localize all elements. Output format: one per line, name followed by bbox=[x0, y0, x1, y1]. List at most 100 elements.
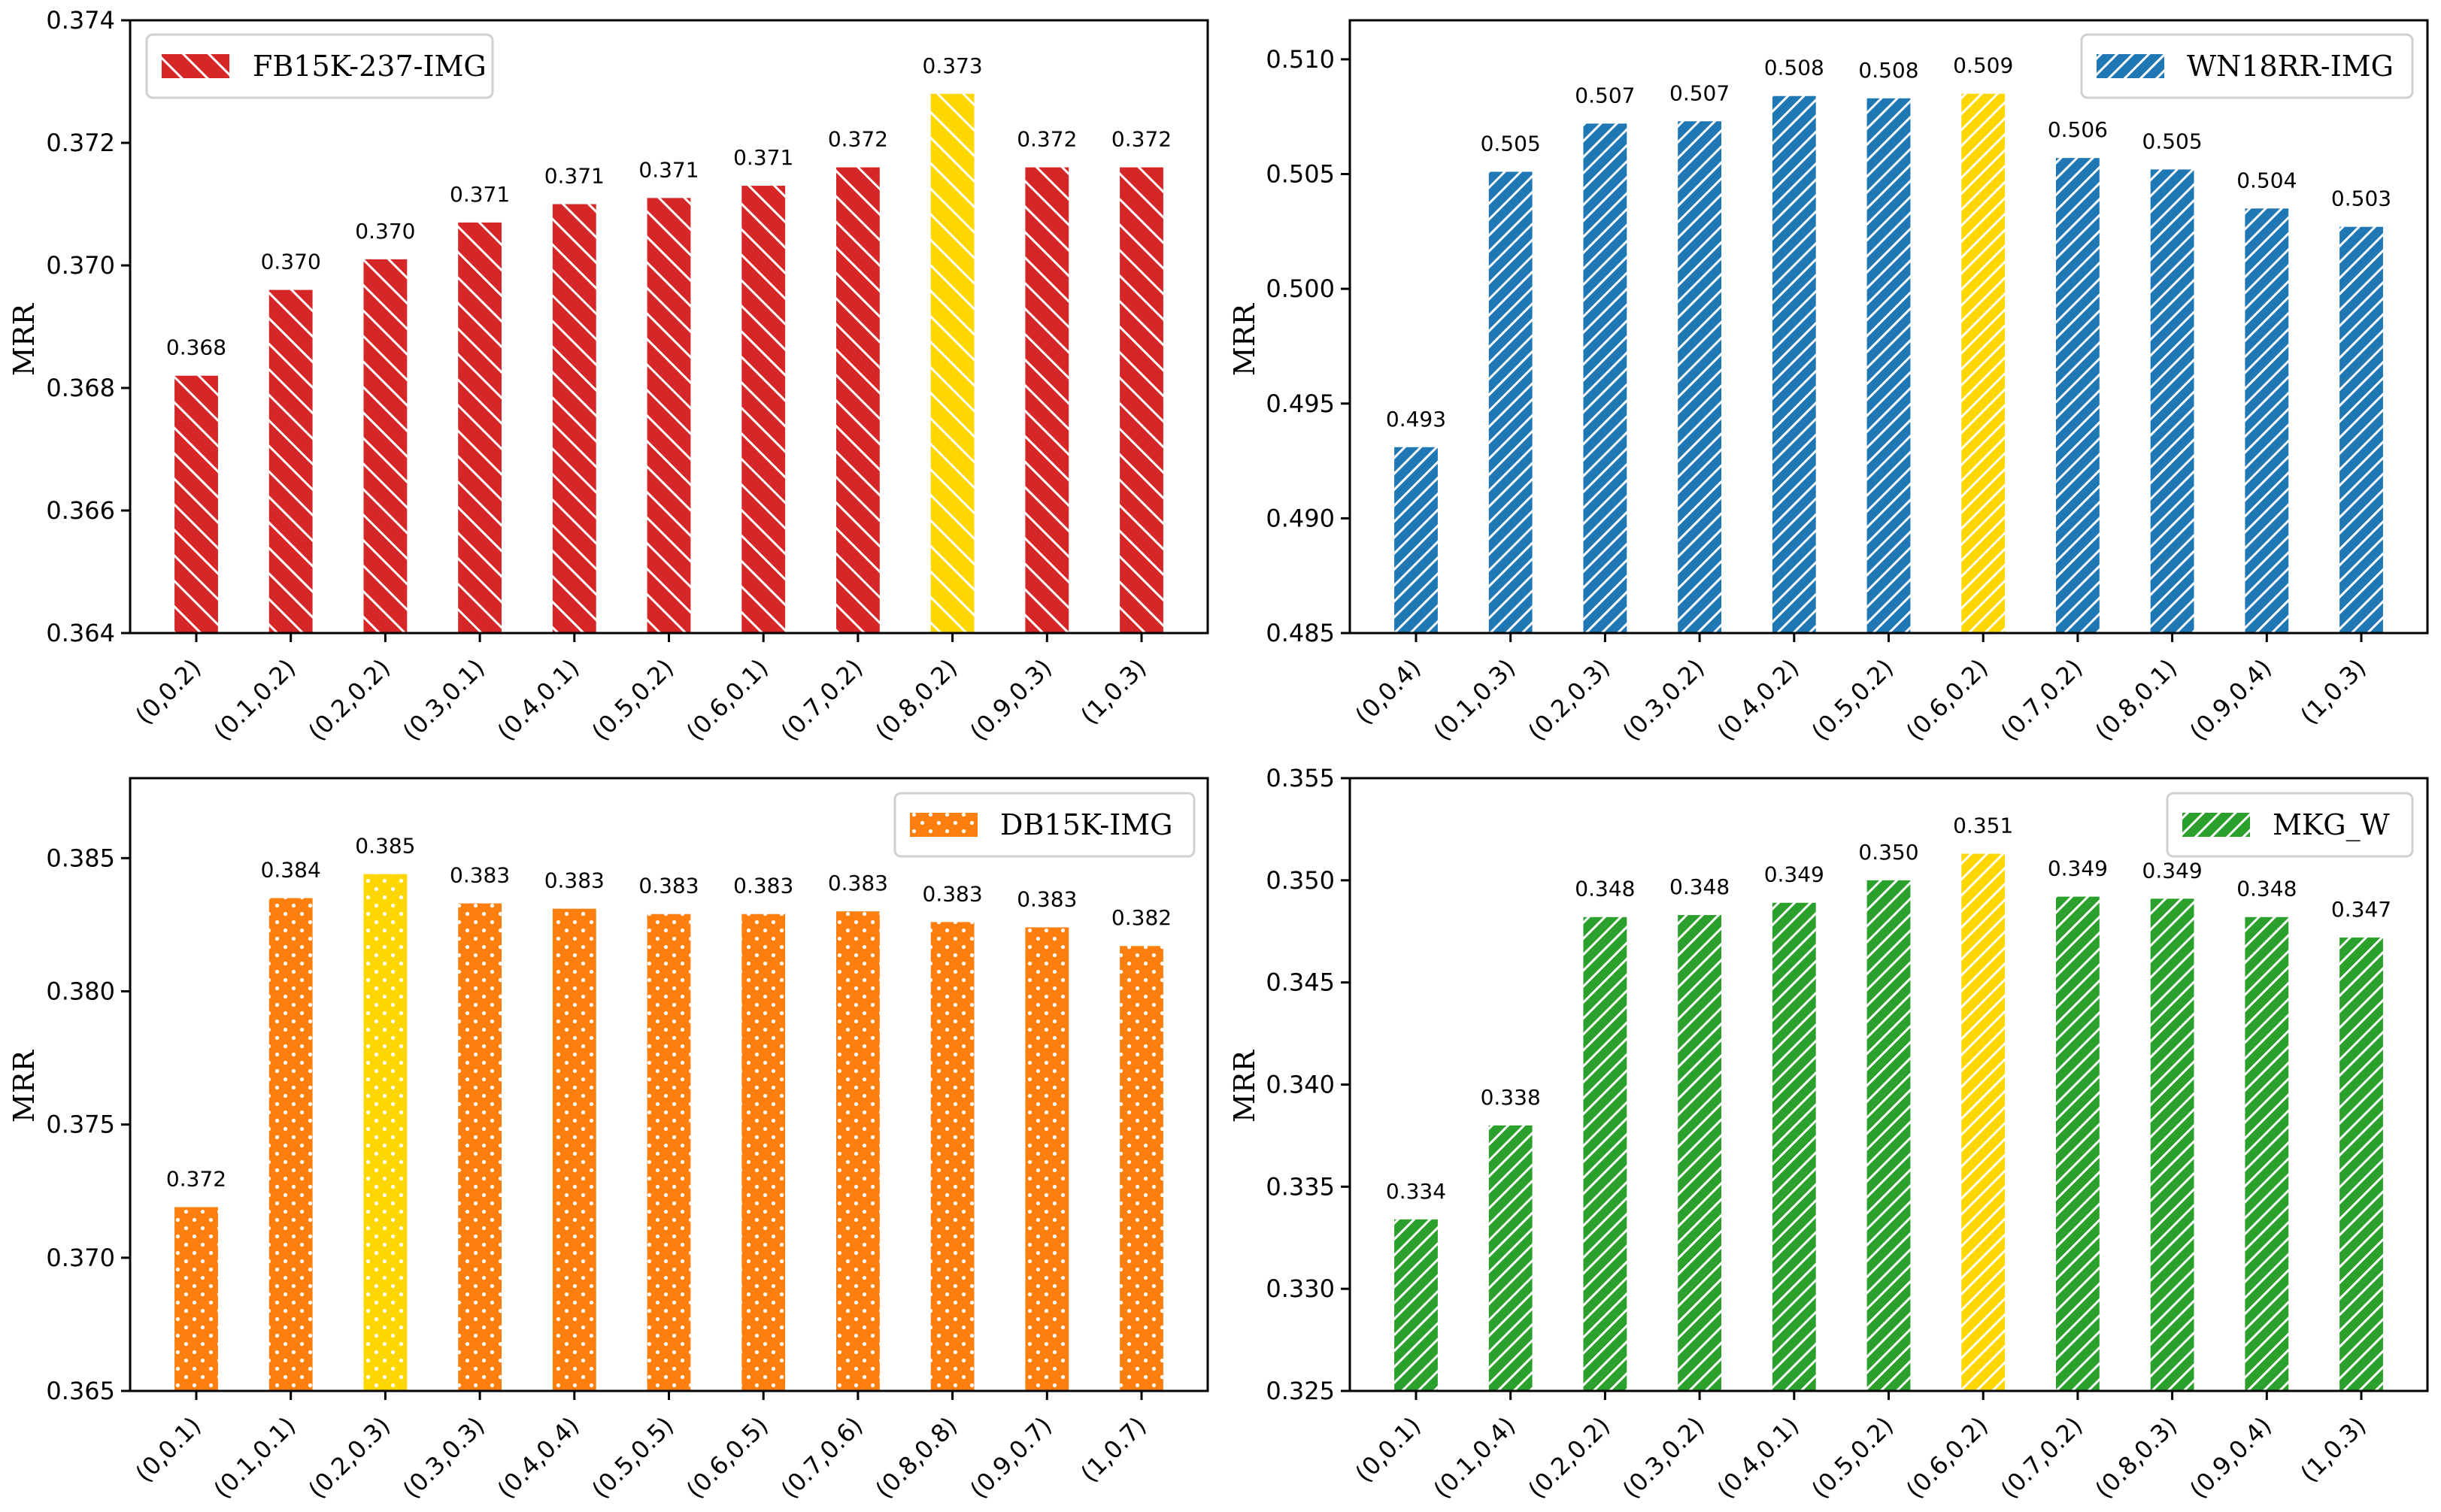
value-labels: 0.368 0.370 0.370 0.371 0.371 0.371 0.371 0.372… bbox=[166, 53, 1172, 360]
data-label: 0.383 bbox=[544, 868, 605, 893]
x-tick-label: (0,0.4) bbox=[1350, 653, 1427, 730]
y-tick-label: 0.372 bbox=[46, 129, 115, 157]
y-tick-label: 0.505 bbox=[1266, 160, 1335, 189]
data-label: 0.504 bbox=[2236, 168, 2297, 192]
x-tick-label: (0.7,0.6) bbox=[775, 1411, 869, 1504]
x-tick-label: (0.4,0.1) bbox=[492, 653, 585, 747]
data-label: 0.349 bbox=[2142, 858, 2203, 883]
x-tick-label: (0.6,0.1) bbox=[681, 653, 774, 747]
value-labels: 0.493 0.505 0.507 0.507 0.508 0.508 0.509 0.506… bbox=[1386, 53, 2391, 432]
legend-box bbox=[145, 33, 494, 99]
bar bbox=[1866, 98, 1911, 633]
y-axis-ticks: 0.365 0.370 0.375 0.380 0.385 bbox=[46, 844, 130, 1405]
bars bbox=[174, 874, 1163, 1391]
value-labels: 0.372 0.384 0.385 0.383 0.383 0.383 0.383 0.383… bbox=[166, 834, 1172, 1192]
bar bbox=[1488, 171, 1533, 633]
x-tick-label: (0.1,0.1) bbox=[208, 1411, 302, 1504]
bar bbox=[268, 898, 313, 1391]
data-label: 0.372 bbox=[1111, 127, 1172, 152]
x-tick-label: (1,0.3) bbox=[2295, 653, 2372, 730]
data-label: 0.383 bbox=[638, 874, 699, 898]
y-tick-label: 0.375 bbox=[46, 1111, 115, 1139]
data-label: 0.349 bbox=[2048, 856, 2108, 881]
data-label: 0.385 bbox=[355, 834, 415, 859]
x-tick-label: (0.5,0.2) bbox=[586, 653, 679, 747]
x-tick-label: (0.4,0.4) bbox=[492, 1411, 585, 1504]
bar bbox=[1120, 946, 1163, 1391]
x-axis-ticks: (0,0.4) (0.1,0.3) (0.2,0.3) (0.3,0.2) (0.4,0… bbox=[1350, 633, 2372, 746]
legend-label: DB15K-IMG bbox=[1000, 808, 1172, 841]
bar bbox=[458, 903, 502, 1391]
x-tick-label: (0.7,0.2) bbox=[1995, 653, 2088, 747]
bar bbox=[2055, 158, 2100, 634]
bar bbox=[2150, 169, 2194, 634]
data-label: 0.370 bbox=[261, 250, 321, 274]
bar bbox=[930, 93, 975, 634]
bar bbox=[363, 259, 408, 633]
data-label: 0.349 bbox=[1764, 862, 1824, 887]
bars bbox=[1394, 853, 2383, 1391]
x-tick-label: (0.8,0.1) bbox=[2090, 653, 2183, 747]
plot-frame bbox=[129, 777, 1209, 1392]
bar bbox=[930, 922, 975, 1391]
bar bbox=[2339, 937, 2383, 1391]
legend-label: WN18RR-IMG bbox=[2187, 50, 2394, 83]
x-tick-label: (0.2,0.2) bbox=[1522, 1411, 1615, 1504]
legend-swatch bbox=[910, 813, 978, 837]
legend-box bbox=[2080, 33, 2414, 99]
legend-label: MKG_W bbox=[2273, 808, 2390, 842]
data-label: 0.348 bbox=[1669, 874, 1730, 899]
legend-box bbox=[2166, 792, 2414, 858]
bar bbox=[2150, 898, 2194, 1391]
y-tick-label: 0.385 bbox=[46, 844, 115, 872]
y-tick-label: 0.485 bbox=[1266, 619, 1335, 647]
x-tick-label: (0.7,0.2) bbox=[1995, 1411, 2088, 1504]
bar bbox=[552, 908, 596, 1391]
bar bbox=[835, 911, 880, 1391]
data-label: 0.508 bbox=[1764, 56, 1824, 80]
bar bbox=[552, 204, 596, 633]
y-tick-label: 0.500 bbox=[1266, 274, 1335, 303]
x-tick-label: (0.3,0.2) bbox=[1617, 653, 1710, 747]
data-label: 0.347 bbox=[2331, 897, 2391, 922]
bars bbox=[1394, 93, 2383, 634]
x-axis-ticks: (0,0.1) (0.1,0.4) (0.2,0.2) (0.3,0.2) (0.4,0… bbox=[1350, 1391, 2372, 1504]
y-tick-label: 0.370 bbox=[46, 1244, 115, 1272]
y-axis-title: MRR bbox=[8, 1050, 41, 1123]
bar bbox=[1394, 447, 1438, 633]
data-label: 0.371 bbox=[733, 145, 793, 170]
panel-fb15k-237-img: MRR 0.364 0.366 0.368 0.370 0.372 0.374 (0,0.… bbox=[8, 6, 1209, 746]
x-tick-label: (0.5,0.5) bbox=[586, 1411, 679, 1504]
data-label: 0.371 bbox=[450, 182, 510, 207]
data-label: 0.493 bbox=[1386, 407, 1446, 432]
x-tick-label: (0,0.1) bbox=[1350, 1411, 1427, 1488]
x-tick-label: (0.8,0.3) bbox=[2090, 1411, 2183, 1504]
bar bbox=[647, 914, 691, 1391]
bar bbox=[1025, 167, 1069, 634]
value-labels: 0.334 0.338 0.348 0.348 0.349 0.350 0.351 0.349… bbox=[1386, 814, 2391, 1204]
plot-frame bbox=[1348, 777, 2429, 1392]
data-label: 0.507 bbox=[1669, 80, 1730, 105]
x-tick-label: (1,0.3) bbox=[2295, 1411, 2372, 1488]
legend: DB15K-IMG bbox=[893, 792, 1196, 858]
x-tick-label: (0.2,0.2) bbox=[302, 653, 396, 747]
data-label: 0.383 bbox=[450, 863, 510, 888]
data-label: 0.372 bbox=[828, 127, 888, 152]
x-tick-label: (0.3,0.3) bbox=[397, 1411, 490, 1504]
data-label: 0.372 bbox=[1017, 127, 1077, 152]
x-tick-label: (0.3,0.2) bbox=[1617, 1411, 1710, 1504]
x-tick-label: (0.9,0.4) bbox=[2184, 1411, 2277, 1504]
y-tick-label: 0.345 bbox=[1266, 968, 1335, 997]
bar bbox=[647, 198, 691, 634]
x-tick-label: (0.7,0.2) bbox=[775, 653, 869, 747]
bar bbox=[741, 914, 786, 1391]
panel-wn18rr-img: MRR 0.485 0.490 0.495 0.500 0.505 0.510 (0,0.… bbox=[1228, 19, 2429, 746]
data-label: 0.383 bbox=[733, 874, 793, 898]
legend: WN18RR-IMG bbox=[2080, 33, 2414, 99]
data-label: 0.348 bbox=[1575, 877, 1635, 901]
y-tick-label: 0.350 bbox=[1266, 866, 1335, 895]
data-label: 0.368 bbox=[166, 335, 226, 360]
x-axis-ticks: (0,0.2) (0.1,0.2) (0.2,0.2) (0.3,0.1) (0.4,0… bbox=[130, 633, 1152, 746]
bar bbox=[2245, 917, 2289, 1391]
